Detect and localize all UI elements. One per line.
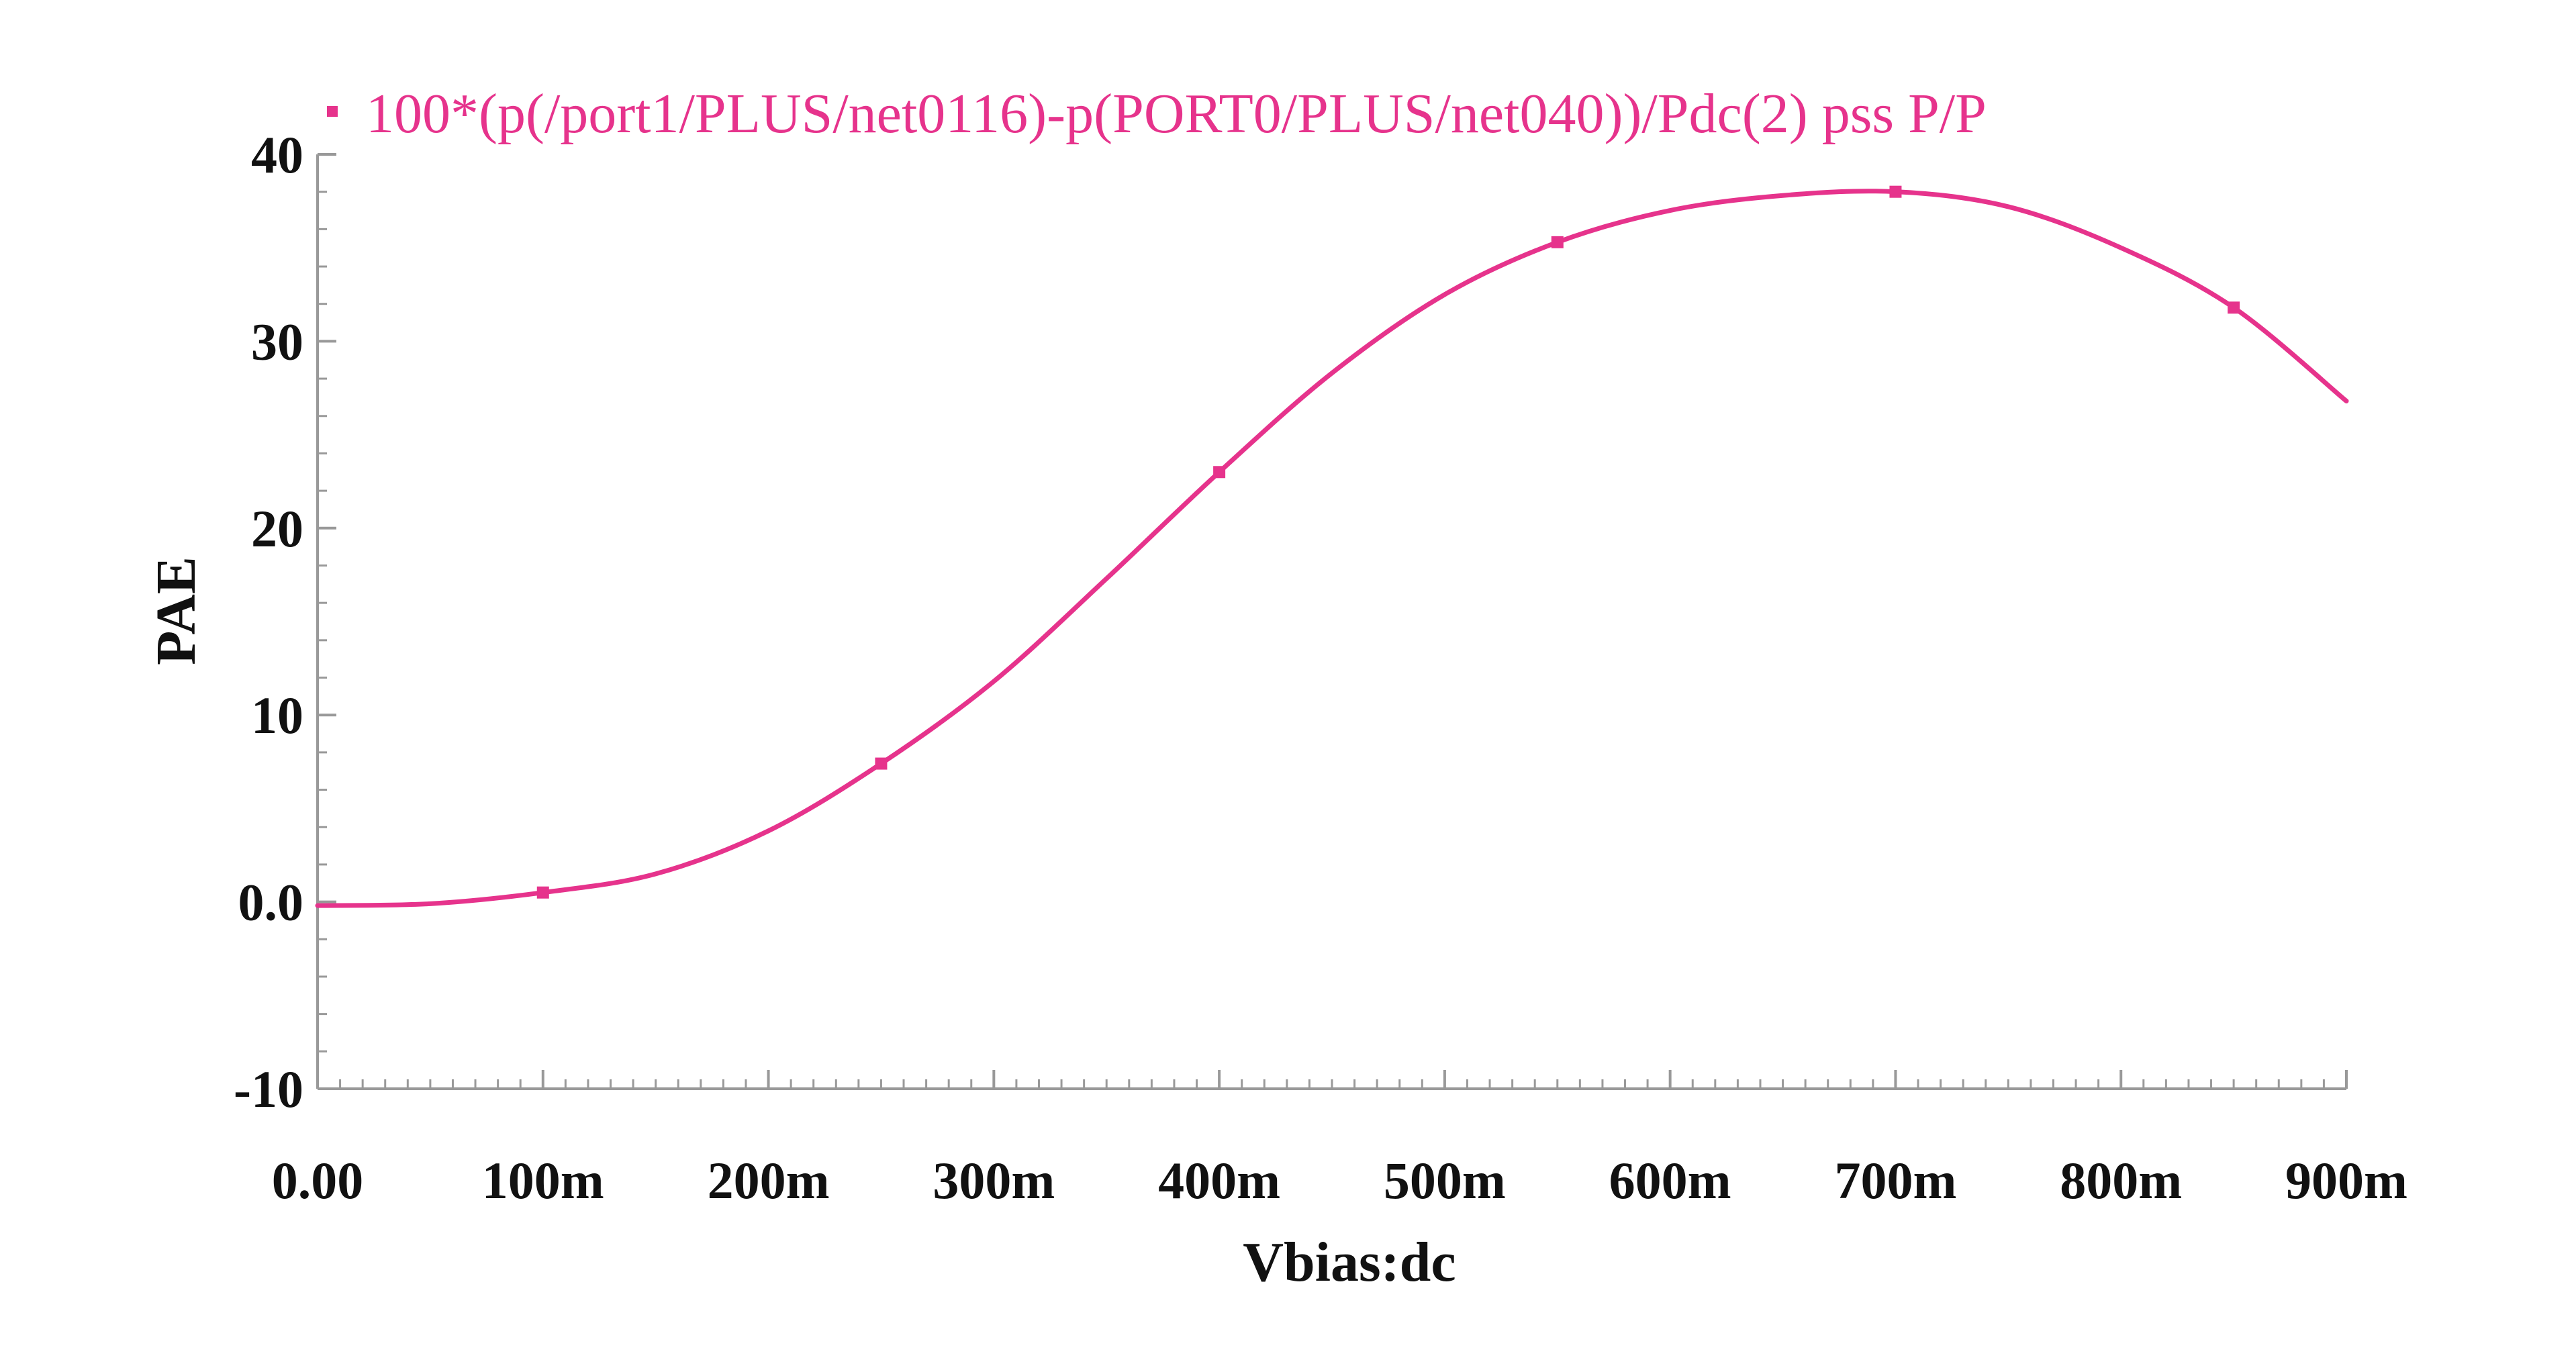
legend: 100*(p(/port1/PLUS/net0116)-p(PORT0/PLUS… [327, 83, 1987, 145]
y-tick-label: 40 [251, 126, 303, 184]
x-tick-label: 800m [2060, 1151, 2182, 1210]
series-markers [536, 185, 2240, 899]
x-tick-label: 200m [708, 1151, 830, 1210]
y-tick-labels: -10 0.0 10 20 30 40 [234, 126, 303, 1118]
y-axis-title: PAE [145, 556, 207, 665]
x-tick-label: 100m [482, 1151, 604, 1210]
x-axis-title: Vbias:dc [1243, 1231, 1456, 1293]
x-tick-label: 400m [1158, 1151, 1280, 1210]
y-tick-label: 20 [251, 499, 303, 558]
legend-label: 100*(p(/port1/PLUS/net0116)-p(PORT0/PLUS… [366, 83, 1987, 145]
x-tick-label: 600m [1609, 1151, 1731, 1210]
x-tick-label: 0.00 [272, 1151, 364, 1210]
data-point-marker [1889, 185, 1902, 198]
data-point-marker [1213, 466, 1226, 479]
data-point-marker [1551, 236, 1564, 248]
y-tick-label: 0.0 [238, 873, 304, 932]
y-tick-label: -10 [234, 1060, 303, 1118]
x-tick-label: 700m [1834, 1151, 1956, 1210]
y-tick-label: 30 [251, 312, 303, 371]
x-tick-label: 900m [2285, 1151, 2407, 1210]
legend-marker [327, 106, 338, 117]
x-tick-labels: 0.00 100m 200m 300m 400m 500m 600m 700m 800m 900m [272, 1151, 2407, 1210]
x-tick-label: 300m [933, 1151, 1055, 1210]
data-point-marker [536, 886, 549, 899]
plot-axes [316, 154, 2346, 1090]
series-line [315, 189, 2349, 908]
y-tick-label: 10 [251, 686, 303, 744]
data-point-marker [2228, 301, 2240, 314]
x-tick-label: 500m [1384, 1151, 1506, 1210]
data-point-marker [875, 757, 888, 770]
axis-ticks [316, 153, 2348, 1090]
